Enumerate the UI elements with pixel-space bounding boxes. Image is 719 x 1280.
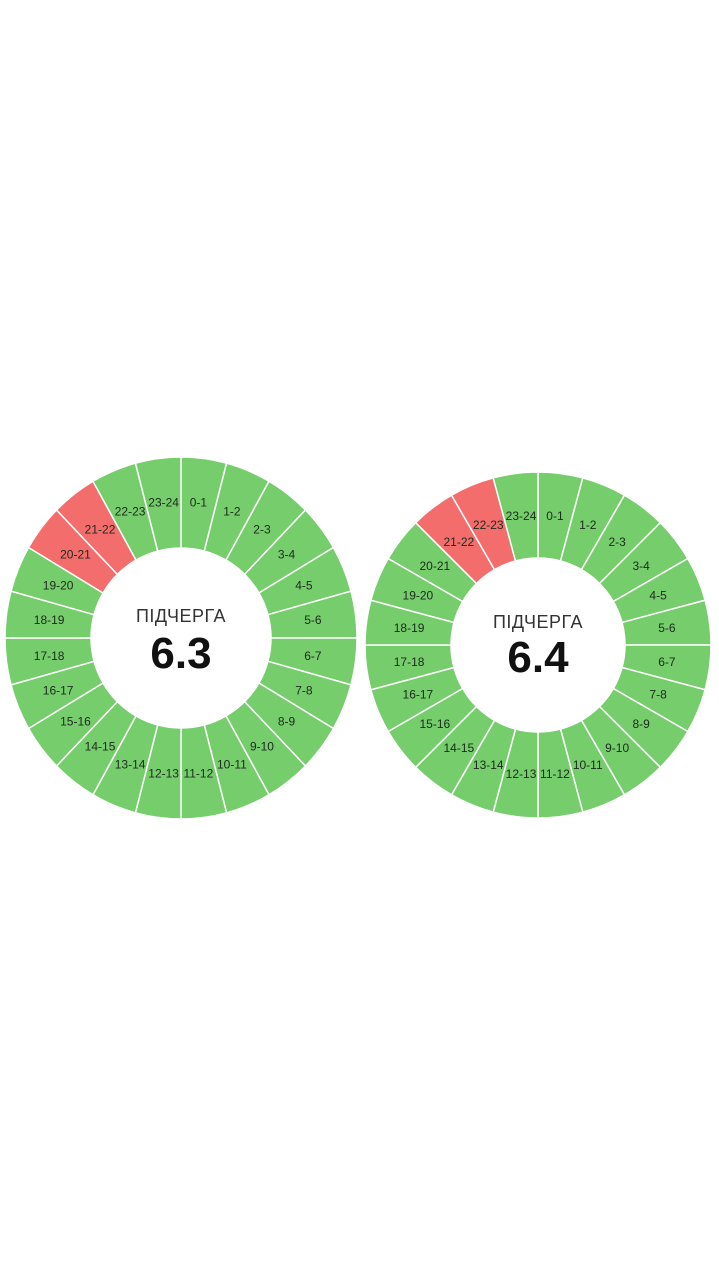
- hour-label-7-8: 7-8: [649, 688, 667, 702]
- schedule-wheel-6-4: 0-1 1-2 2-3 3-4 4-5 5-6 6-7 7-8 8-9 9-10 10-11 11-1…: [360, 470, 719, 819]
- center-value: 6.4: [507, 633, 569, 682]
- hour-label-10-11: 10-11: [217, 757, 247, 771]
- hour-label-2-3: 2-3: [253, 522, 271, 536]
- hour-label-0-1: 0-1: [546, 509, 564, 523]
- hour-label-21-22: 21-22: [444, 535, 475, 549]
- center-value: 6.3: [150, 629, 211, 678]
- hour-label-17-18: 17-18: [394, 655, 425, 669]
- hour-label-13-14: 13-14: [473, 758, 504, 772]
- hour-label-14-15: 14-15: [85, 740, 116, 754]
- hour-label-23-24: 23-24: [148, 495, 179, 509]
- hour-label-12-13: 12-13: [506, 767, 537, 781]
- center-title: ПІДЧЕРГА: [136, 606, 226, 626]
- hour-label-6-7: 6-7: [304, 649, 322, 663]
- hour-label-9-10: 9-10: [250, 740, 274, 754]
- hour-label-13-14: 13-14: [115, 757, 146, 771]
- hour-label-19-20: 19-20: [43, 579, 74, 593]
- hour-label-6-7: 6-7: [658, 655, 676, 669]
- hour-label-10-11: 10-11: [573, 758, 603, 772]
- center-title: ПІДЧЕРГА: [493, 612, 583, 632]
- hour-label-18-19: 18-19: [394, 621, 425, 635]
- hour-label-16-17: 16-17: [403, 688, 434, 702]
- hour-label-0-1: 0-1: [190, 495, 208, 509]
- hour-label-21-22: 21-22: [85, 522, 116, 536]
- hour-label-3-4: 3-4: [278, 548, 296, 562]
- wheel-svg: 0-1 1-2 2-3 3-4 4-5 5-6 6-7 7-8 8-99-1010-1111-1…: [364, 471, 712, 819]
- hour-label-4-5: 4-5: [649, 588, 667, 602]
- hour-label-1-2: 1-2: [223, 505, 241, 519]
- hour-label-8-9: 8-9: [278, 714, 296, 728]
- hour-label-2-3: 2-3: [608, 535, 626, 549]
- hour-label-12-13: 12-13: [148, 767, 179, 781]
- hour-label-8-9: 8-9: [632, 717, 650, 731]
- hour-label-17-18: 17-18: [34, 649, 65, 663]
- hour-label-4-5: 4-5: [295, 579, 313, 593]
- hour-label-23-24: 23-24: [506, 509, 537, 523]
- hour-label-5-6: 5-6: [304, 613, 322, 627]
- hour-label-14-15: 14-15: [444, 741, 475, 755]
- hour-segment-23-24: [492, 471, 539, 562]
- wheel-segments: 0-1 1-2 2-3 3-4 4-5 5-6 6-7 7-8 8-99-1010-1111-1…: [364, 471, 712, 819]
- schedule-wheel-6-3: 0-1 1-2 2-3 3-4 4-5 5-6 6-7 7-8 8-9 9-10 10-11 11-1…: [0, 457, 362, 819]
- hour-label-15-16: 15-16: [420, 717, 451, 731]
- hour-label-7-8: 7-8: [295, 683, 313, 697]
- hour-label-11-12: 11-12: [540, 767, 570, 781]
- hour-label-18-19: 18-19: [34, 613, 65, 627]
- hour-label-11-12: 11-12: [183, 767, 213, 781]
- hour-label-20-21: 20-21: [420, 559, 451, 573]
- hour-segment-23-24: [134, 457, 182, 552]
- hour-label-9-10: 9-10: [605, 741, 629, 755]
- hour-label-16-17: 16-17: [43, 683, 74, 697]
- hour-label-19-20: 19-20: [403, 588, 434, 602]
- hour-label-5-6: 5-6: [658, 621, 676, 635]
- hour-label-22-23: 22-23: [473, 518, 504, 532]
- hour-label-1-2: 1-2: [579, 518, 597, 532]
- hour-label-3-4: 3-4: [632, 559, 650, 573]
- hour-label-20-21: 20-21: [60, 548, 91, 562]
- hour-label-22-23: 22-23: [115, 505, 146, 519]
- hour-label-15-16: 15-16: [60, 714, 91, 728]
